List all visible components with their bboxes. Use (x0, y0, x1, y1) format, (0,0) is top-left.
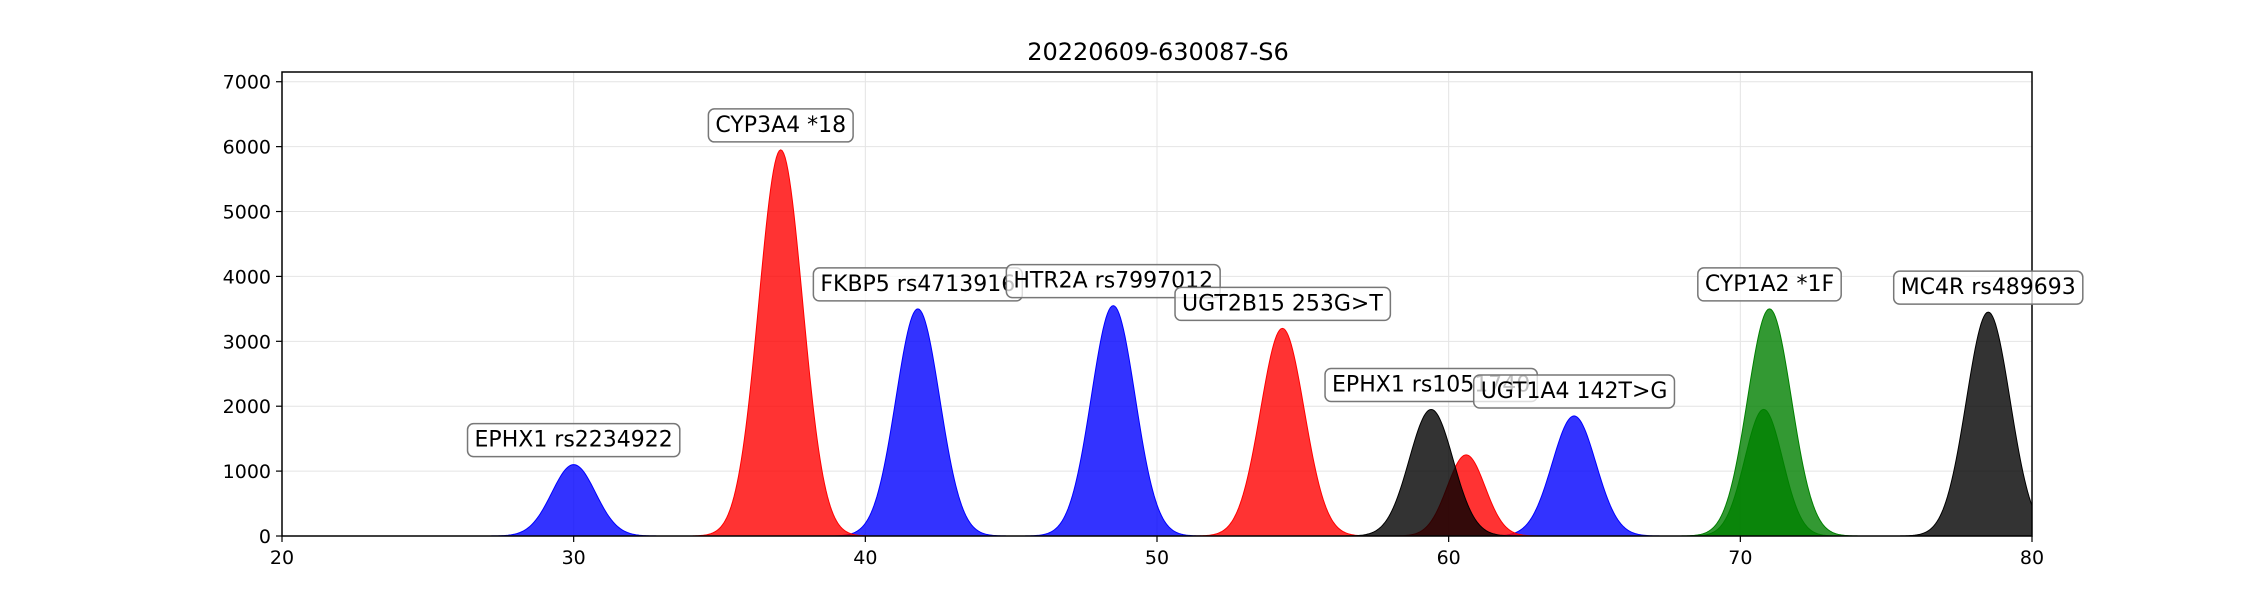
y-tick-label: 1000 (223, 461, 271, 483)
peak-labels: EPHX1 rs2234922 CYP3A4 *18 FKBP5 rs4713916… (466, 108, 2084, 458)
peak-label: CYP3A4 *18 (715, 113, 846, 138)
y-tick-label: 4000 (223, 266, 271, 288)
peak-3-1 (1687, 408, 1840, 536)
y-tick-label: 7000 (223, 72, 271, 94)
x-axis: 20 30 40 50 60 70 80 (270, 536, 2044, 569)
peak-label-frame (1472, 374, 1676, 409)
y-tick-label: 0 (259, 526, 271, 548)
peak-label: FKBP5 rs4713916 (820, 272, 1015, 297)
peak-2-0 (1343, 408, 1520, 536)
peak-label: EPHX1 rs2234922 (475, 428, 673, 453)
x-tick-label: 30 (562, 547, 586, 569)
plot-area (485, 149, 2032, 536)
x-tick-label: 80 (2020, 547, 2044, 569)
chart-title: 20220609-630087-S6 (1027, 38, 1289, 66)
peak-label-box: UGT2B15 253G>T (1174, 286, 1392, 322)
x-tick-label: 50 (1145, 547, 1169, 569)
peak-label: MC4R rs489693 (1901, 275, 2076, 300)
peak-2-1 (1900, 311, 2032, 536)
peak-0-2 (1025, 305, 1202, 536)
peak-0-1 (829, 308, 1006, 536)
peak-0-0 (485, 464, 662, 536)
y-tick-label: 5000 (223, 202, 271, 224)
peaks (485, 149, 2032, 536)
peak-label-frame (1697, 267, 1842, 302)
x-tick-label: 40 (853, 547, 877, 569)
peak-label-frame (1005, 263, 1221, 299)
peak-label: CYP1A2 *1F (1705, 272, 1834, 297)
y-tick-label: 2000 (223, 396, 271, 418)
x-tick-label: 70 (1728, 547, 1752, 569)
y-tick-label: 3000 (223, 331, 271, 353)
peak-label: UGT2B15 253G>T (1182, 291, 1383, 316)
peak-label-box: UGT1A4 142T>G (1472, 374, 1676, 409)
peak-label-box: EPHX1 rs2234922 (466, 422, 681, 458)
peak-label-frame (1892, 270, 2084, 305)
peak-label-frame (1174, 286, 1392, 322)
peak-1-1 (1194, 327, 1371, 536)
peak-label: UGT1A4 142T>G (1481, 379, 1668, 404)
y-tick-label: 6000 (223, 137, 271, 159)
x-tick-label: 60 (1437, 547, 1461, 569)
y-axis: 0 1000 2000 3000 4000 5000 6000 7000 (223, 72, 282, 548)
peak-label-frame (466, 422, 681, 458)
peak-1-0 (692, 149, 869, 536)
peak-label-frame (707, 108, 854, 143)
peak-label-box: CYP1A2 *1F (1697, 267, 1842, 302)
x-tick-label: 20 (270, 547, 294, 569)
peak-label-box: CYP3A4 *18 (707, 108, 854, 143)
peak-label-box: FKBP5 rs4713916 (812, 267, 1024, 302)
peak-label-box: MC4R rs489693 (1892, 270, 2084, 305)
